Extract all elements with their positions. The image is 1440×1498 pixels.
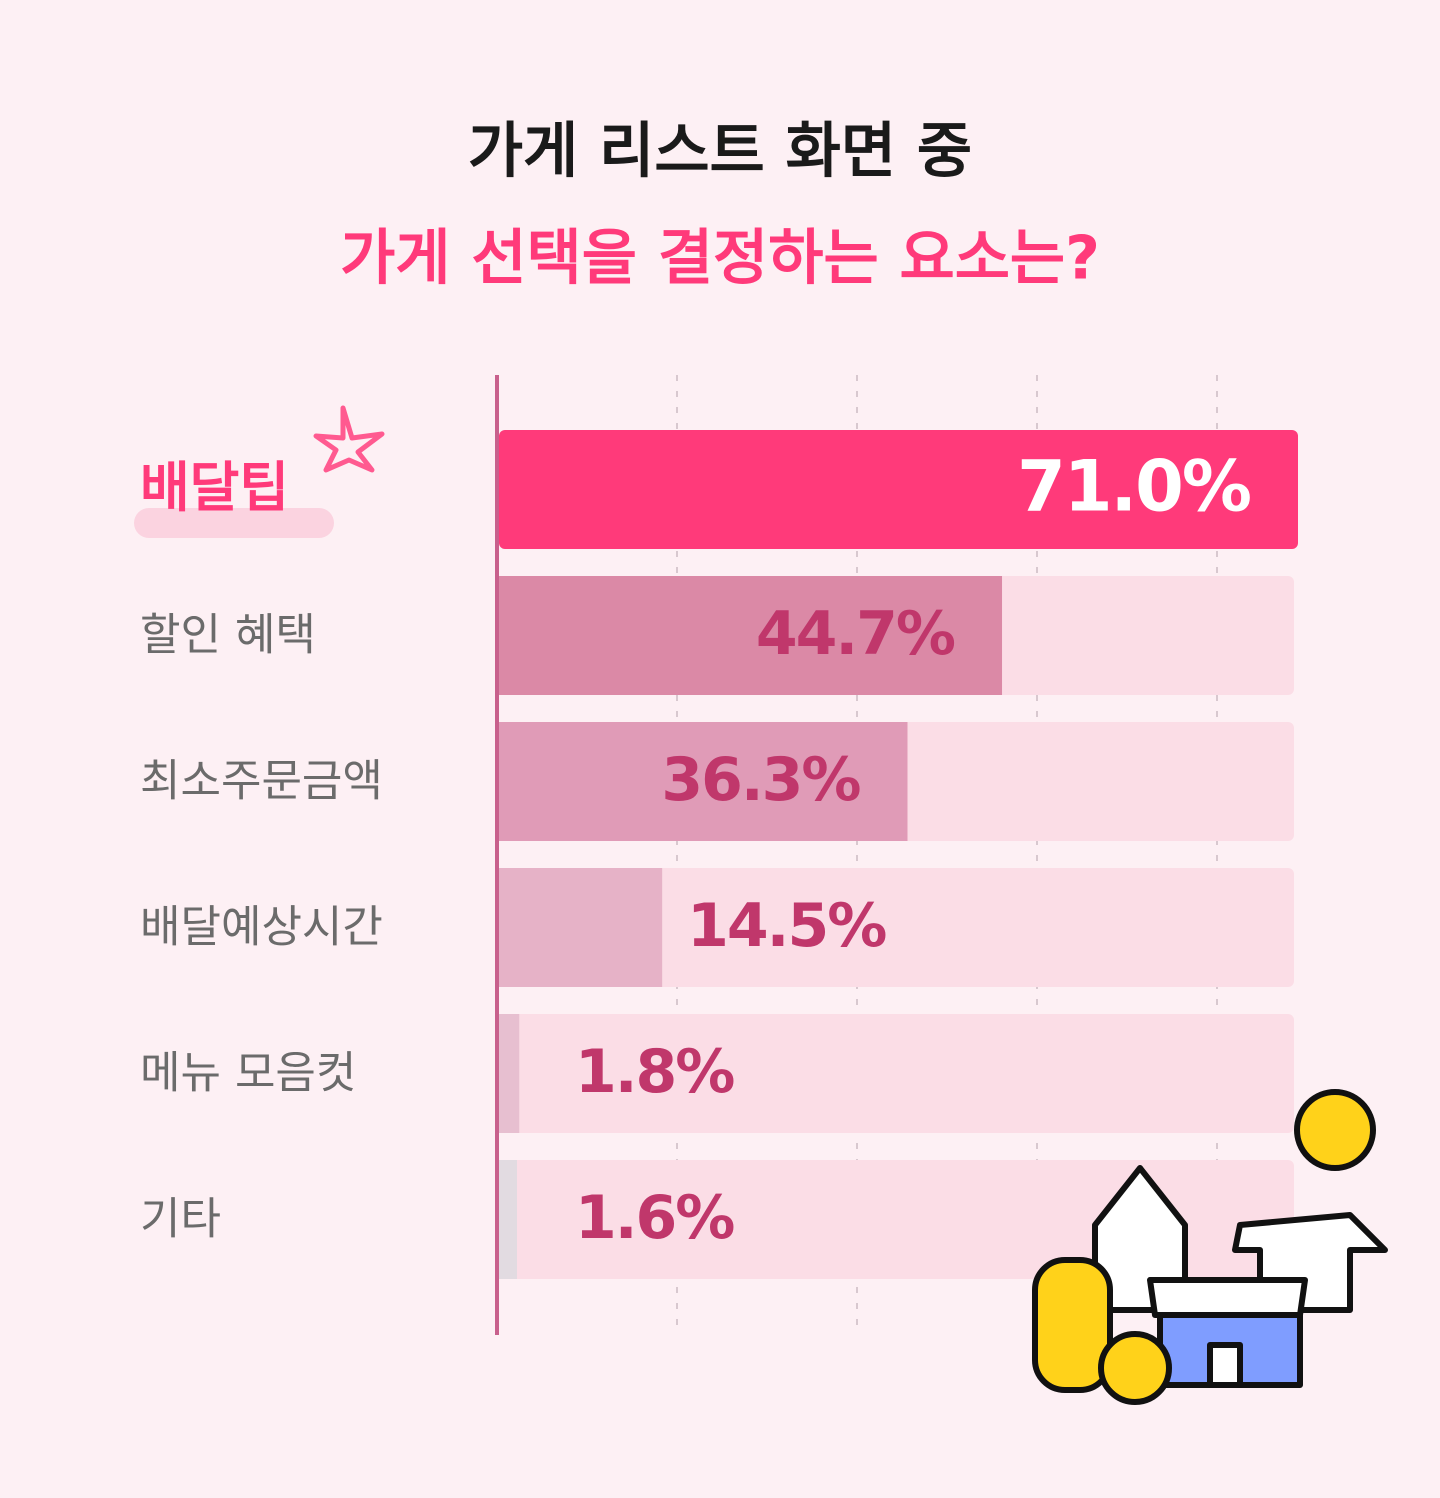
bar [499,722,908,841]
value-label: 1.8% [575,1037,734,1107]
category-label: 최소주문금액 [140,756,383,807]
value-label: 36.3% [661,745,860,815]
bars: 배달팁 71.0% 할인 혜택 44.7% 최소주문금액 36.3% 배달예상시간 14.5%… [134,430,1298,1279]
label-highlight [134,508,334,538]
bar [499,430,1298,549]
category-label: 할인 혜택 [140,610,316,661]
illustration [1032,1089,1388,1405]
value-label: 1.6% [575,1183,734,1253]
category-label: 배달팁 [140,456,289,519]
category-label: 메뉴 모음컷 [140,1048,356,1099]
bar-track [499,1014,1294,1133]
value-label: 71.0% [1017,446,1250,528]
value-label: 44.7% [756,599,955,669]
bar-track [499,868,1294,987]
bar [499,576,1003,695]
category-label: 기타 [140,1194,221,1245]
category-label: 배달예상시간 [140,902,383,953]
chart-title: 가게 리스트 화면 중 [468,117,972,187]
chart-subtitle: 가게 선택을 결정하는 요소는? [340,224,1100,294]
value-label: 14.5% [687,891,886,961]
star-doodle [313,405,385,473]
bar [499,1014,520,1133]
bar [499,868,663,987]
bar [499,1160,518,1279]
